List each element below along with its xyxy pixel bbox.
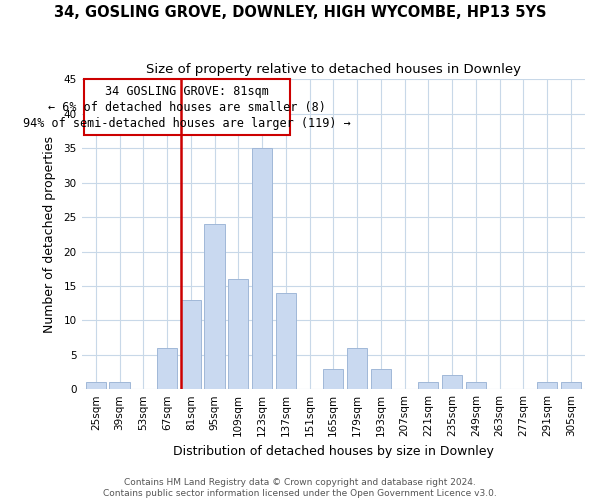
Title: Size of property relative to detached houses in Downley: Size of property relative to detached ho… (146, 62, 521, 76)
FancyBboxPatch shape (84, 80, 290, 134)
Bar (442, 376, 462, 389)
Text: 34 GOSLING GROVE: 81sqm: 34 GOSLING GROVE: 81sqm (105, 85, 269, 98)
Bar (275, 293, 296, 389)
Bar (371, 368, 391, 389)
Bar (323, 368, 343, 389)
Bar (86, 382, 106, 389)
Bar (466, 382, 486, 389)
Y-axis label: Number of detached properties: Number of detached properties (43, 136, 56, 333)
X-axis label: Distribution of detached houses by size in Downley: Distribution of detached houses by size … (173, 444, 494, 458)
Bar (228, 279, 248, 389)
Text: 94% of semi-detached houses are larger (119) →: 94% of semi-detached houses are larger (… (23, 116, 351, 130)
Bar (181, 300, 201, 389)
Bar (418, 382, 439, 389)
Bar (347, 348, 367, 389)
Text: ← 6% of detached houses are smaller (8): ← 6% of detached houses are smaller (8) (48, 101, 326, 114)
Bar (252, 148, 272, 389)
Text: 34, GOSLING GROVE, DOWNLEY, HIGH WYCOMBE, HP13 5YS: 34, GOSLING GROVE, DOWNLEY, HIGH WYCOMBE… (54, 5, 546, 20)
Bar (537, 382, 557, 389)
Bar (205, 224, 224, 389)
Bar (560, 382, 581, 389)
Text: Contains HM Land Registry data © Crown copyright and database right 2024.
Contai: Contains HM Land Registry data © Crown c… (103, 478, 497, 498)
Bar (157, 348, 177, 389)
Bar (109, 382, 130, 389)
